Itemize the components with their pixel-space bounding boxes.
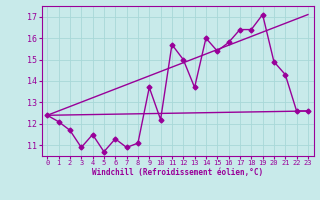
X-axis label: Windchill (Refroidissement éolien,°C): Windchill (Refroidissement éolien,°C) [92,168,263,177]
